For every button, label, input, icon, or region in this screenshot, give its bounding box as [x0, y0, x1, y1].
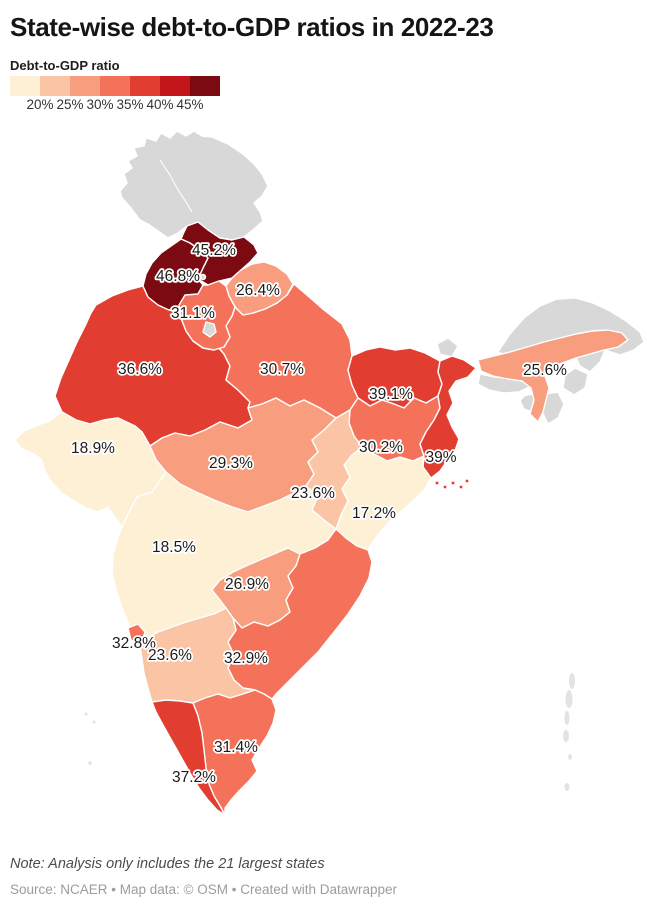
legend-tick-35: 35% [116, 97, 144, 112]
state-haryana[interactable] [178, 280, 236, 351]
legend-swatch-4 [100, 76, 130, 96]
label-jharkhand: 30.2% [359, 439, 403, 456]
legend-swatch-1 [10, 76, 40, 96]
label-chhattisgarh: 23.6% [291, 485, 335, 502]
label-madhya-pradesh: 29.3% [209, 455, 253, 472]
page-title: State-wise debt-to-GDP ratios in 2022-23 [10, 12, 494, 42]
andaman-nicobar-islands [563, 673, 575, 791]
state-jammu-kashmir-ladakh[interactable] [119, 130, 269, 241]
label-tamil-nadu: 31.4% [214, 739, 258, 756]
source-text: Source: NCAER • Map data: © OSM [10, 882, 228, 897]
label-himachal-pradesh: 45.2% [192, 242, 236, 259]
label-kerala: 37.2% [172, 769, 216, 786]
label-goa: 32.8% [112, 635, 156, 652]
legend-tick-20: 20% [26, 97, 54, 112]
label-bihar: 39.1% [369, 386, 413, 403]
legend-swatch-3 [70, 76, 100, 96]
note-text: Note: Analysis only includes the 21 larg… [10, 856, 325, 872]
label-rajasthan: 36.6% [118, 361, 162, 378]
state-assam[interactable] [477, 329, 629, 423]
legend-tick-45: 45% [176, 97, 204, 112]
state-odisha[interactable] [335, 446, 432, 551]
label-andhra-pradesh: 32.9% [224, 650, 268, 667]
label-maharashtra: 18.5% [152, 539, 196, 556]
source-line: Source: NCAER • Map data: © OSM • Create… [10, 882, 397, 897]
state-manipur[interactable] [562, 367, 589, 396]
jk-ladakh-divider [159, 159, 193, 213]
legend-swatch-5 [130, 76, 160, 96]
legend-title: Debt-to-GDP ratio [10, 58, 120, 73]
label-uttar-pradesh: 30.7% [260, 361, 304, 378]
state-goa[interactable] [127, 623, 146, 645]
label-uttarakhand: 26.4% [236, 282, 280, 299]
state-delhi[interactable] [202, 321, 217, 338]
label-haryana: 31.1% [171, 305, 215, 322]
label-telangana: 26.9% [225, 576, 269, 593]
label-karnataka: 23.6% [148, 647, 192, 664]
state-chandigarh[interactable] [199, 273, 207, 281]
legend-tick-30: 30% [86, 97, 114, 112]
label-odisha: 17.2% [352, 505, 396, 522]
state-chhattisgarh[interactable] [305, 409, 363, 530]
datawrapper-attribution-link[interactable]: • Created with Datawrapper [228, 882, 398, 897]
label-punjab: 46.8% [156, 268, 200, 285]
state-punjab[interactable] [142, 238, 209, 311]
legend-swatch-6 [160, 76, 190, 96]
label-assam: 25.6% [523, 362, 567, 379]
state-west-bengal[interactable] [419, 355, 477, 479]
lakshadweep-islands [84, 712, 96, 765]
legend-swatch-7 [190, 76, 220, 96]
legend-swatch-2 [40, 76, 70, 96]
legend-color-scale [10, 76, 220, 96]
state-sikkim[interactable] [436, 337, 459, 358]
label-west-bengal: 39% [425, 449, 456, 466]
legend-tick-40: 40% [146, 97, 174, 112]
legend-tick-25: 25% [56, 97, 84, 112]
state-kerala[interactable] [151, 699, 226, 816]
sundarbans-islets [434, 478, 470, 490]
label-gujarat: 18.9% [71, 440, 115, 457]
